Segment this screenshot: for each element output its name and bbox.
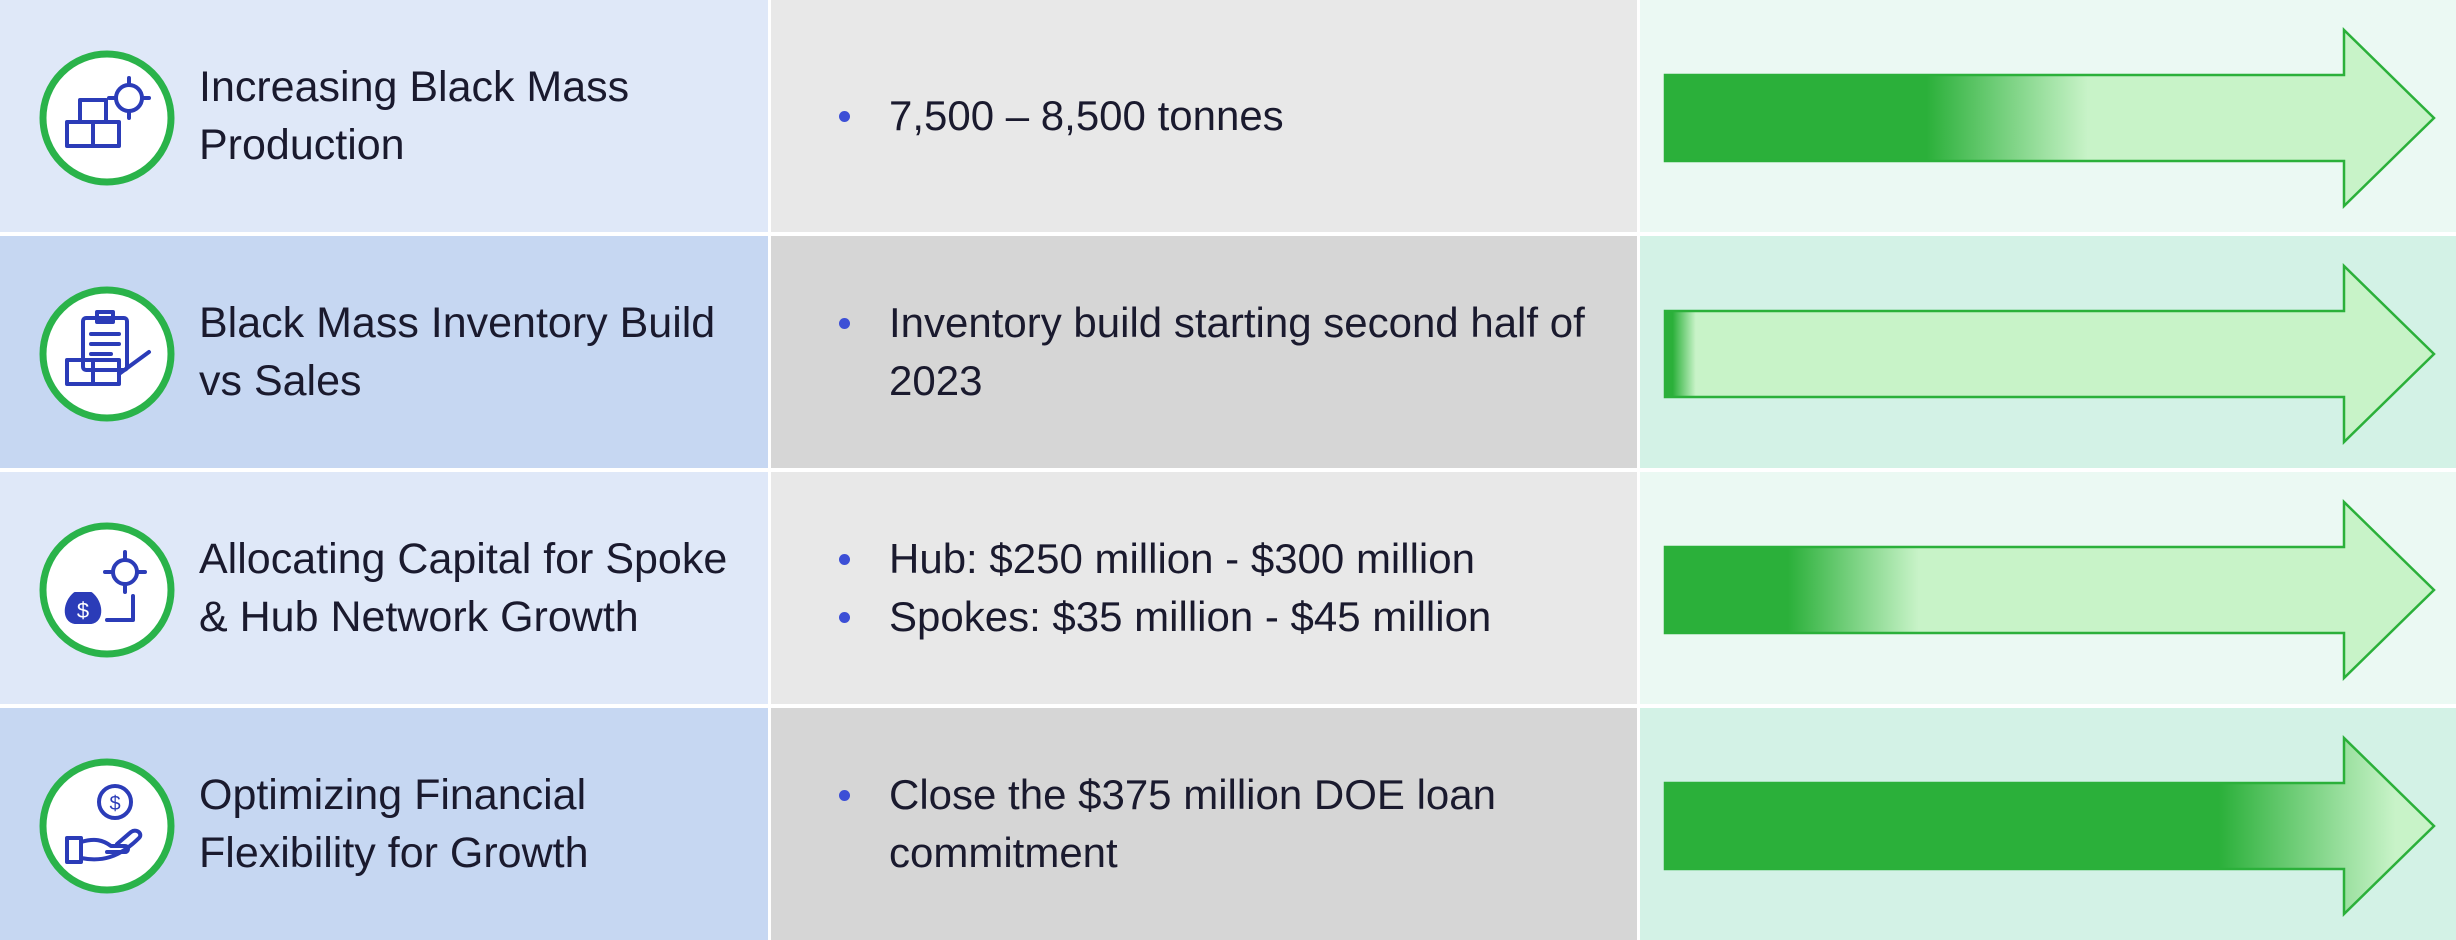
icon-svg: $: [39, 758, 175, 894]
detail-cell: 7,500 – 8,500 tonnes: [771, 0, 1637, 232]
progress-arrow: [1663, 735, 2436, 917]
icon-svg: [39, 50, 175, 186]
progress-cell: [1640, 708, 2456, 940]
detail-list: Hub: $250 million - $300 million Spokes: …: [835, 472, 1625, 704]
goal-cell: $ Optimizing Financial Flexibility for Gr…: [0, 708, 768, 940]
icon-svg: [39, 286, 175, 422]
progress-cell: [1640, 472, 2456, 704]
goal-title: Black Mass Inventory Build vs Sales: [199, 299, 716, 405]
goal-title: Optimizing Financial Flexibility for Gro…: [199, 771, 589, 877]
goal-cell: Increasing Black Mass Production: [0, 0, 768, 232]
svg-text:$: $: [77, 598, 89, 623]
detail-cell: Close the $375 million DOE loan commitme…: [771, 708, 1637, 940]
goal-cell: $ Allocating Capital for Spoke & Hub Netw…: [0, 472, 768, 704]
progress-arrow: [1663, 27, 2436, 209]
detail-bullet: Spokes: $35 million - $45 million: [835, 588, 1619, 646]
detail-list: 7,500 – 8,500 tonnes: [835, 0, 1625, 232]
progress-cell: [1640, 236, 2456, 468]
detail-bullet: 7,500 – 8,500 tonnes: [835, 87, 1619, 145]
goal-icon: [37, 284, 177, 429]
goal-title: Increasing Black Mass Production: [199, 63, 630, 169]
goal-icon: $: [37, 520, 177, 665]
detail-bullet: Inventory build starting second half of …: [835, 294, 1619, 410]
detail-cell: Inventory build starting second half of …: [771, 236, 1637, 468]
progress-arrow: [1663, 263, 2436, 445]
goal-cell: Black Mass Inventory Build vs Sales: [0, 236, 768, 468]
table-row: Increasing Black Mass Production 7,500 – …: [0, 0, 2456, 232]
progress-arrow: [1663, 499, 2436, 681]
detail-list: Close the $375 million DOE loan commitme…: [835, 708, 1625, 940]
detail-list: Inventory build starting second half of …: [835, 236, 1625, 468]
goal-icon: [37, 48, 177, 193]
progress-cell: [1640, 0, 2456, 232]
table-row: $ Optimizing Financial Flexibility for Gr…: [0, 708, 2456, 940]
detail-bullet: Close the $375 million DOE loan commitme…: [835, 766, 1619, 882]
table-row: $ Allocating Capital for Spoke & Hub Netw…: [0, 472, 2456, 704]
detail-bullet: Hub: $250 million - $300 million: [835, 530, 1619, 588]
detail-cell: Hub: $250 million - $300 million Spokes: …: [771, 472, 1637, 704]
icon-svg: $: [39, 522, 175, 658]
goal-title: Allocating Capital for Spoke & Hub Netwo…: [199, 535, 728, 641]
svg-text:$: $: [109, 793, 120, 815]
table-row: Black Mass Inventory Build vs Sales Inven…: [0, 236, 2456, 468]
goal-icon: $: [37, 756, 177, 901]
